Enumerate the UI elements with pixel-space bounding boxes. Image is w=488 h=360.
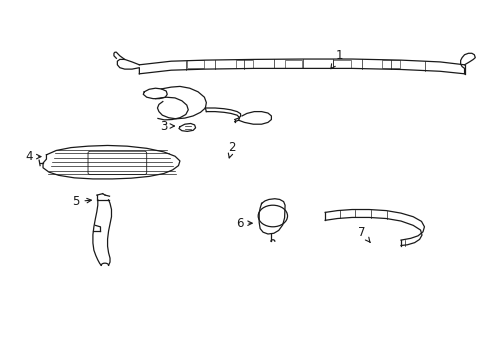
Text: 2: 2 <box>228 141 236 158</box>
Text: 3: 3 <box>160 120 174 132</box>
Bar <box>186 60 204 68</box>
Text: 6: 6 <box>235 217 252 230</box>
Bar <box>284 60 302 68</box>
Text: 4: 4 <box>25 150 41 163</box>
Bar <box>235 60 253 68</box>
Text: 5: 5 <box>72 195 91 208</box>
Bar <box>333 60 350 68</box>
Bar <box>382 60 399 68</box>
Text: 1: 1 <box>330 49 343 69</box>
Text: 7: 7 <box>357 226 369 243</box>
